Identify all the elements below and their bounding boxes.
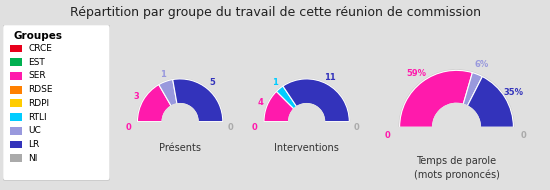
Text: 1: 1 — [272, 78, 278, 87]
Text: RDPI: RDPI — [29, 99, 50, 108]
Text: Présents: Présents — [159, 143, 201, 153]
Text: 0: 0 — [384, 131, 390, 140]
Wedge shape — [264, 91, 294, 122]
Wedge shape — [138, 85, 171, 122]
Circle shape — [295, 114, 318, 138]
Bar — [10, 72, 22, 80]
Text: 11: 11 — [324, 73, 336, 82]
Bar — [10, 45, 22, 52]
Wedge shape — [159, 80, 177, 106]
Text: SER: SER — [29, 71, 46, 80]
Bar — [10, 113, 22, 121]
Circle shape — [162, 104, 198, 139]
FancyBboxPatch shape — [3, 25, 110, 180]
Wedge shape — [263, 78, 350, 122]
Text: Temps de parole
(mots prononcés): Temps de parole (mots prononcés) — [414, 156, 499, 180]
Text: 35%: 35% — [504, 88, 524, 97]
Circle shape — [433, 103, 480, 151]
Bar — [10, 141, 22, 148]
Text: 5: 5 — [210, 78, 216, 88]
Bar — [10, 127, 22, 135]
Text: Interventions: Interventions — [274, 143, 339, 153]
Circle shape — [441, 117, 472, 149]
Text: 0: 0 — [125, 124, 131, 132]
Text: 0: 0 — [252, 124, 257, 132]
Text: 59%: 59% — [406, 69, 426, 78]
Wedge shape — [463, 73, 482, 106]
Bar — [10, 58, 22, 66]
Bar — [374, 127, 539, 164]
Wedge shape — [136, 78, 224, 122]
Text: 0: 0 — [228, 124, 233, 132]
Wedge shape — [283, 79, 349, 122]
Text: 6%: 6% — [474, 60, 488, 69]
Text: Groupes: Groupes — [13, 31, 63, 41]
Text: 3: 3 — [134, 92, 139, 101]
Wedge shape — [398, 69, 515, 127]
Text: 0: 0 — [354, 124, 360, 132]
Wedge shape — [277, 86, 296, 109]
Text: EST: EST — [29, 58, 45, 67]
Text: NI: NI — [29, 154, 38, 163]
Text: CRCE: CRCE — [29, 44, 52, 53]
Wedge shape — [173, 79, 223, 122]
Text: 0: 0 — [521, 131, 526, 140]
Text: 4: 4 — [257, 98, 263, 107]
Text: Répartition par groupe du travail de cette réunion de commission: Répartition par groupe du travail de cet… — [69, 6, 481, 19]
Text: LR: LR — [29, 140, 40, 149]
Text: RTLI: RTLI — [29, 113, 47, 122]
Wedge shape — [400, 70, 472, 127]
Bar — [10, 154, 22, 162]
Text: RDSE: RDSE — [29, 85, 53, 94]
Bar — [118, 122, 242, 149]
Circle shape — [289, 104, 324, 139]
Bar — [10, 86, 22, 93]
Text: UC: UC — [29, 126, 41, 135]
Text: 1: 1 — [160, 70, 166, 79]
Bar — [245, 122, 368, 149]
Circle shape — [168, 114, 192, 138]
Wedge shape — [468, 77, 513, 127]
Bar — [10, 100, 22, 107]
